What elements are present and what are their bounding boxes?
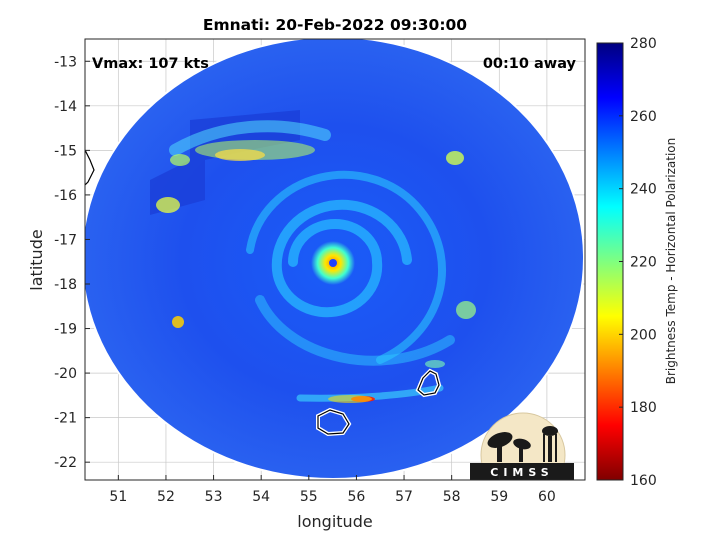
colorbar-tick-label: 200 (630, 327, 657, 343)
colorbar-tick-label: 220 (630, 255, 657, 271)
axes-frame (84, 38, 586, 481)
x-tick-label: 57 (395, 489, 413, 505)
colorbar-tick-label: 180 (630, 400, 657, 416)
y-axis-label: latitude (27, 229, 46, 290)
madagascar-coast (85, 149, 95, 186)
time-offset-annotation: 00:10 away (483, 56, 577, 72)
y-axis-ticks: -13 -14 -15 -16 -17 -18 -19 -20 -21 -22 (54, 54, 90, 471)
colorbar-tick-label: 240 (630, 182, 657, 198)
x-axis-label: longitude (297, 512, 372, 531)
y-tick-label: -14 (54, 99, 77, 115)
colorbar-ticks: 280 260 240 220 200 180 160 (619, 36, 657, 489)
colorbar-tick-label: 160 (630, 473, 657, 489)
y-tick-label: -18 (54, 277, 77, 293)
dark-region (150, 110, 300, 215)
y-tick-label: -17 (54, 232, 77, 248)
y-tick-label: -19 (54, 322, 77, 338)
x-tick-label: 56 (348, 489, 366, 505)
x-tick-label: 53 (205, 489, 223, 505)
colorbar: 280 260 240 220 200 180 160 Brightness Temp - … (596, 36, 678, 489)
x-tick-label: 60 (538, 489, 556, 505)
coastlines (85, 149, 442, 437)
y-tick-label: -20 (54, 366, 77, 382)
x-tick-label: 55 (300, 489, 318, 505)
colorbar-tick-label: 280 (630, 36, 657, 52)
plot-area: CIMSS Vmax: 107 kts 00:10 away (85, 39, 585, 480)
vmax-annotation: Vmax: 107 kts (92, 56, 209, 72)
x-tick-label: 54 (252, 489, 270, 505)
y-tick-label: -21 (54, 411, 77, 427)
colorbar-tick-label: 260 (630, 109, 657, 125)
cimss-logo: CIMSS (470, 412, 574, 480)
y-tick-label: -16 (54, 188, 77, 204)
eye (329, 259, 337, 267)
x-tick-label: 52 (157, 489, 175, 505)
cold-cloud-patches (156, 140, 476, 403)
y-tick-label: -15 (54, 143, 77, 159)
x-tick-label: 58 (443, 489, 461, 505)
brightness-swath (85, 39, 585, 480)
spiral-bands (169, 120, 455, 402)
y-tick-label: -13 (54, 54, 77, 70)
cimss-logo-text: CIMSS (490, 466, 553, 479)
y-tick-label: -22 (54, 455, 77, 471)
colorbar-label: Brightness Temp - Horizontal Polarizatio… (664, 138, 678, 385)
x-tick-label: 59 (490, 489, 508, 505)
x-axis-ticks: 51 52 53 54 55 56 57 58 59 60 (109, 475, 556, 505)
x-tick-label: 51 (109, 489, 127, 505)
chart-title: Emnati: 20-Feb-2022 09:30:00 (203, 16, 467, 34)
